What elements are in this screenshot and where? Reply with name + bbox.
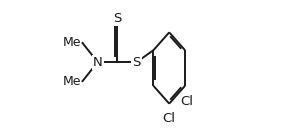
- Text: Me: Me: [63, 75, 81, 88]
- Text: N: N: [93, 56, 102, 68]
- Text: Me: Me: [63, 36, 81, 49]
- Text: Cl: Cl: [163, 112, 176, 125]
- Text: S: S: [133, 56, 141, 68]
- Text: S: S: [113, 12, 121, 25]
- Text: Cl: Cl: [180, 95, 193, 108]
